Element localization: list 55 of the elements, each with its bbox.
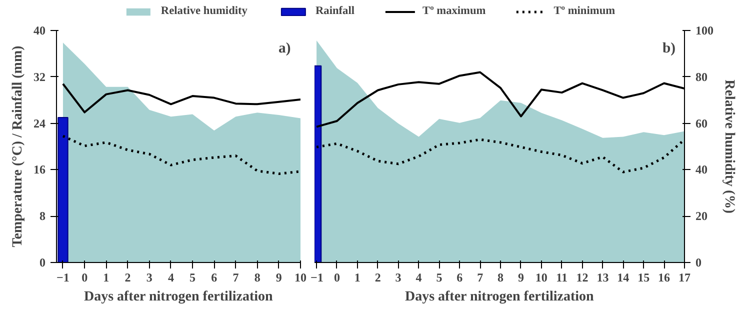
y-tick-label: 0 — [40, 256, 46, 270]
x-tick-label: 9 — [276, 270, 282, 284]
x-axis-title: Days after nitrogen fertilization — [404, 290, 594, 304]
legend-label: Rainfall — [315, 5, 355, 17]
legend-label: Tº minimum — [554, 5, 616, 17]
x-tick-label: 4 — [168, 270, 174, 284]
x-tick-label: −1 — [56, 270, 70, 284]
x-tick-label: 4 — [416, 270, 422, 284]
x-tick-label: 5 — [436, 270, 442, 284]
y2-tick-label: 80 — [696, 70, 708, 84]
x-tick-label: 3 — [146, 270, 152, 284]
annotation: a) — [278, 40, 291, 56]
y-axis-title: Temperature (°C) / Rainfall (mm) — [10, 45, 26, 248]
x-tick-label: 0 — [82, 270, 88, 284]
x-tick-label: 9 — [518, 270, 524, 284]
y2-tick-label: 0 — [696, 256, 702, 270]
x-tick-label: 3 — [395, 270, 402, 284]
x-tick-label: 10 — [294, 270, 306, 284]
x-tick-label: 8 — [254, 270, 260, 284]
x-tick-label: 14 — [617, 270, 630, 284]
y2-tick-label: 20 — [696, 209, 708, 224]
x-tick-label: 5 — [190, 270, 196, 284]
y-tick-label: 24 — [34, 116, 46, 130]
line-series — [62, 82, 300, 114]
x-tick-label: 7 — [477, 270, 484, 284]
x-tick-label: 2 — [124, 270, 131, 284]
x-tick-label: 1 — [354, 270, 360, 284]
x-tick-label: 6 — [211, 270, 218, 284]
legend-label: Tº maximum — [422, 5, 486, 17]
x-tick-label: 15 — [638, 270, 650, 284]
x-tick-label: 16 — [658, 270, 670, 284]
legend-label: Relative humidity — [160, 5, 248, 17]
x-tick-label: 17 — [678, 270, 690, 284]
annotation: b) — [662, 40, 676, 56]
y-tick-label: 32 — [34, 70, 46, 84]
x-tick-label: 6 — [456, 270, 463, 284]
x-tick-label: 1 — [103, 270, 110, 284]
y2-tick-label: 40 — [696, 162, 708, 177]
y-tick-label: 16 — [34, 162, 46, 177]
x-tick-label: 0 — [334, 270, 340, 284]
y-tick-label: 8 — [40, 209, 46, 224]
x-tick-label: 2 — [374, 270, 381, 284]
x-axis-title: Days after nitrogen fertilization — [84, 290, 273, 304]
y-tick-label: 40 — [34, 24, 46, 38]
x-tick-label: 8 — [498, 270, 504, 284]
x-tick-label: 7 — [232, 270, 239, 284]
y2-axis-title: Relative humidity (%) — [722, 80, 736, 214]
x-tick-label: 13 — [596, 270, 609, 284]
x-tick-label: 12 — [576, 270, 588, 284]
line-series — [62, 134, 300, 176]
x-tick-label: −1 — [310, 270, 324, 284]
y2-tick-label: 60 — [696, 116, 708, 130]
x-tick-label: 10 — [535, 270, 548, 284]
y2-tick-label: 100 — [696, 24, 714, 38]
x-tick-label: 11 — [556, 270, 568, 284]
